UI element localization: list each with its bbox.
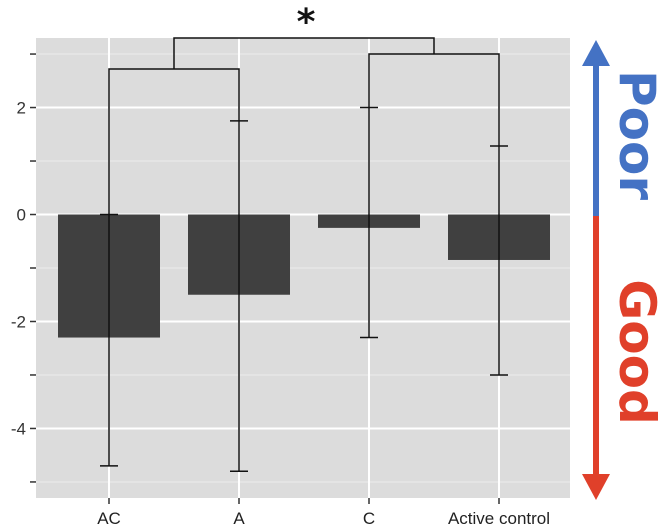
poor-label: Poor (608, 70, 666, 200)
y-tick-label: -2 (11, 312, 26, 331)
arrow-down-icon (582, 474, 610, 500)
significance-marker: * (297, 2, 316, 43)
y-tick-label: 0 (17, 206, 26, 225)
error-bars (100, 106, 508, 473)
x-axis: AC A C Active control (97, 498, 550, 528)
y-axis: -4 -2 0 2 (11, 53, 36, 483)
x-tick-label: Active control (448, 509, 550, 528)
x-tick-label: C (363, 509, 375, 528)
good-label: Good (608, 279, 666, 425)
significance-brackets: * (108, 2, 500, 215)
y-tick-label: 2 (17, 99, 26, 118)
x-tick-label: AC (97, 509, 121, 528)
x-tick-label: A (233, 509, 245, 528)
y-tick-label: -4 (11, 419, 26, 438)
bracket-top (173, 37, 435, 69)
arrow-up-icon (582, 40, 610, 66)
direction-indicator: Poor Good (582, 40, 666, 500)
